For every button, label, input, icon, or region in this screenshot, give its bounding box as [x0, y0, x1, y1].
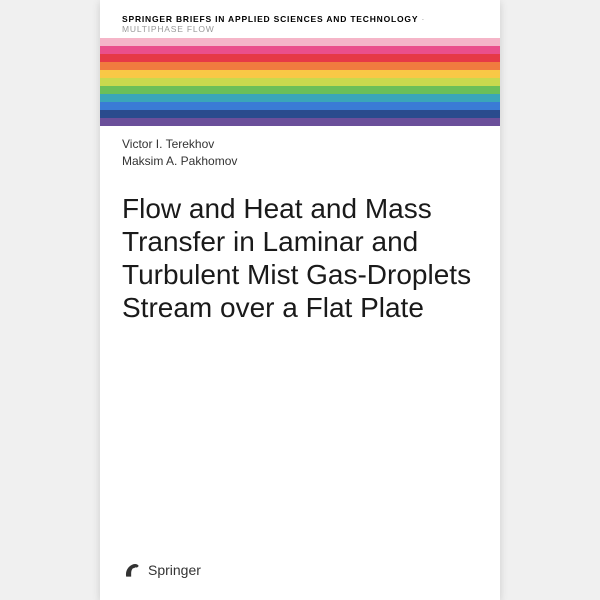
- author-2: Maksim A. Pakhomov: [122, 153, 237, 170]
- stripe: [100, 70, 500, 78]
- series-label: SPRINGER BRIEFS IN APPLIED SCIENCES AND …: [122, 14, 478, 34]
- springer-horse-icon: [122, 560, 142, 580]
- stripe: [100, 94, 500, 102]
- book-title: Flow and Heat and Mass Transfer in Lamin…: [122, 192, 478, 324]
- authors-block: Victor I. Terekhov Maksim A. Pakhomov: [122, 136, 237, 170]
- stripe-band: [100, 38, 500, 126]
- stripe: [100, 78, 500, 86]
- stripe: [100, 86, 500, 94]
- publisher-name: Springer: [148, 562, 201, 578]
- series-main: SPRINGER BRIEFS IN APPLIED SCIENCES AND …: [122, 14, 418, 24]
- stripe: [100, 118, 500, 126]
- stripe: [100, 46, 500, 54]
- stripe: [100, 38, 500, 46]
- stripe: [100, 102, 500, 110]
- stripe: [100, 110, 500, 118]
- stripe: [100, 54, 500, 62]
- stripe: [100, 62, 500, 70]
- book-cover: SPRINGER BRIEFS IN APPLIED SCIENCES AND …: [100, 0, 500, 600]
- publisher-logo: Springer: [122, 560, 201, 580]
- author-1: Victor I. Terekhov: [122, 136, 237, 153]
